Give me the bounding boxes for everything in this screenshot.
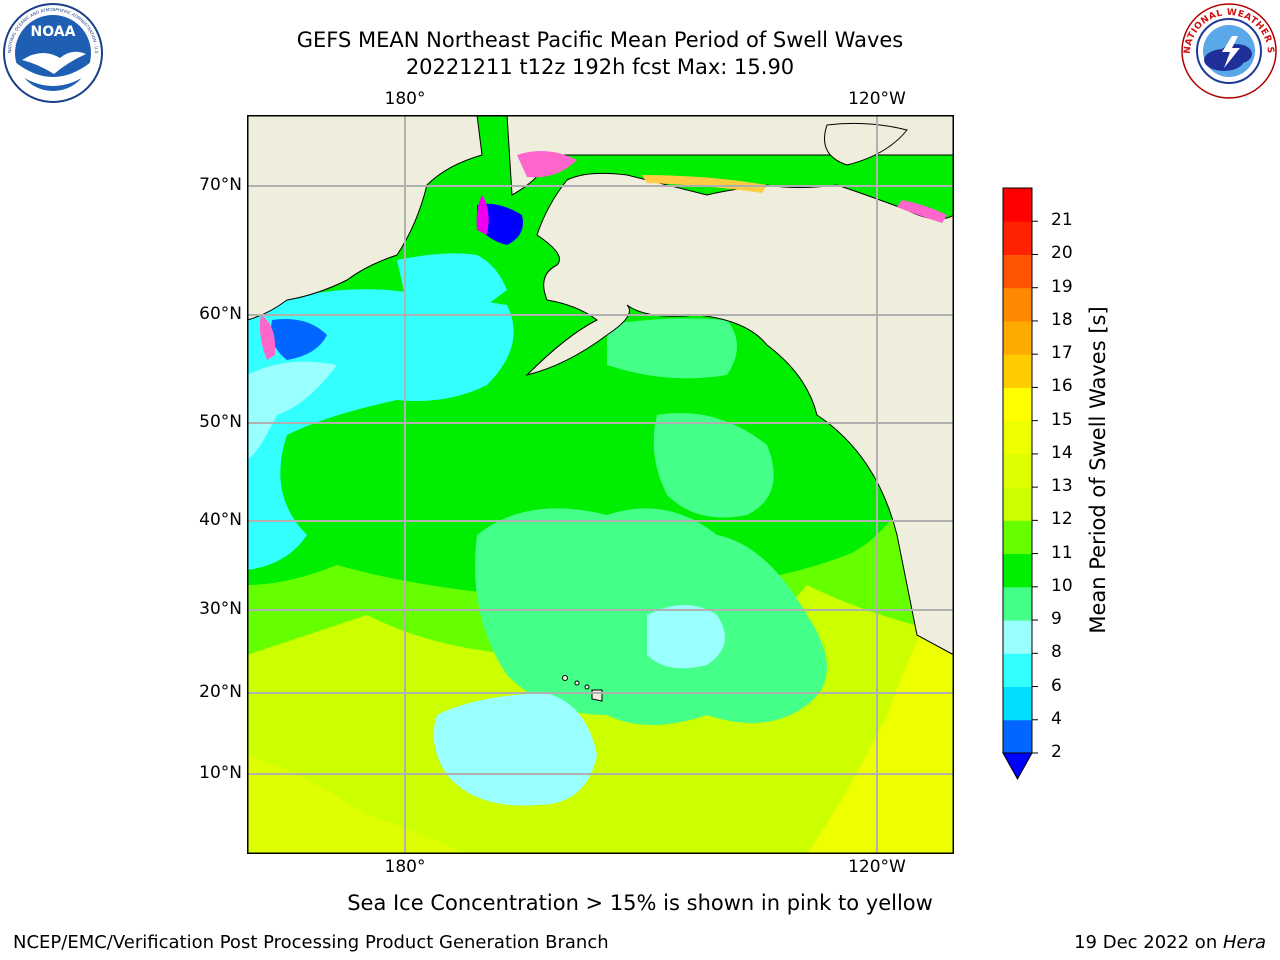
field-10s-north bbox=[653, 413, 774, 518]
colorbar-segment bbox=[1003, 487, 1032, 521]
colorbar-tick-label: 18 bbox=[1051, 309, 1073, 330]
field-9s-south bbox=[433, 693, 597, 806]
colorbar-segment bbox=[1003, 453, 1032, 488]
lon-label-bottom-120w: 120°W bbox=[848, 857, 906, 877]
lat-label-70n: 70°N bbox=[199, 175, 242, 195]
field-14s-east bbox=[807, 565, 954, 854]
colorbar-segment bbox=[1003, 520, 1032, 555]
colorbar-tick-label: 2 bbox=[1051, 742, 1062, 762]
sea-ice-bering-strait bbox=[476, 195, 489, 235]
lat-label-60n: 60°N bbox=[199, 304, 242, 324]
map-subtitle: 20221211 t12z 192h fcst Max: 15.90 bbox=[405, 55, 795, 79]
colorbar-tick-label: 20 bbox=[1051, 243, 1073, 264]
colorbar-tick-label: 8 bbox=[1051, 642, 1062, 663]
colorbar-segment bbox=[1003, 188, 1032, 222]
colorbar-tick-label: 11 bbox=[1051, 542, 1073, 563]
colorbar-tick-label: 14 bbox=[1051, 442, 1073, 463]
colorbar-tick-label: 19 bbox=[1051, 276, 1073, 297]
sea-ice-arctic-edge bbox=[897, 200, 947, 223]
colorbar-outline bbox=[1002, 187, 1033, 754]
sea-ice-beaufort bbox=[642, 175, 767, 193]
colorbar-segment bbox=[1003, 719, 1032, 754]
map-title: GEFS MEAN Northeast Pacific Mean Period … bbox=[296, 28, 904, 52]
noaa-logo: NOAA NATIONAL OCEANIC AND ATMOSPHERIC AD… bbox=[2, 2, 103, 103]
land-north-america bbox=[506, 115, 954, 656]
land-siberia bbox=[247, 115, 483, 321]
colorbar-tick-labels: 2 4 6 8 9 10 11 12 13 14 15 16 17 18 19 20 21 bbox=[1051, 180, 1111, 790]
colorbar-segment bbox=[1003, 320, 1032, 355]
colorbar-segment bbox=[1003, 387, 1032, 422]
colorbar-tick-label: 6 bbox=[1051, 675, 1062, 696]
generation-date: 19 Dec 2022 on Hera bbox=[1074, 932, 1266, 953]
colorbar-tick-label: 9 bbox=[1051, 609, 1062, 630]
colorbar-tick-label: 17 bbox=[1051, 343, 1073, 364]
colorbar-tick-label: 10 bbox=[1051, 575, 1073, 596]
lat-label-10n: 10°N bbox=[199, 763, 242, 783]
colorbar-segment bbox=[1003, 420, 1032, 455]
land-arctic-island bbox=[824, 122, 908, 166]
sea-ice-kamchatka bbox=[259, 315, 276, 360]
field-3s-bering bbox=[271, 319, 327, 360]
field-7s-northwest bbox=[247, 289, 514, 570]
field-2s-chukchi bbox=[477, 203, 523, 245]
generation-machine: Hera bbox=[1222, 932, 1266, 953]
lon-label-bottom-180: 180° bbox=[384, 857, 426, 877]
colorbar-under-arrow bbox=[1002, 752, 1033, 781]
colorbar-segment bbox=[1003, 254, 1032, 289]
lat-label-40n: 40°N bbox=[199, 510, 242, 530]
colorbar-tick-label: 15 bbox=[1051, 409, 1073, 430]
colorbar-segment bbox=[1003, 686, 1032, 721]
colorbar-segment bbox=[1003, 653, 1032, 688]
field-9s-east bbox=[647, 605, 725, 669]
colorbar-segment bbox=[1003, 287, 1032, 322]
colorbar bbox=[1002, 187, 1038, 781]
lat-label-50n: 50°N bbox=[199, 412, 242, 432]
noaa-logo-text: NOAA bbox=[31, 24, 76, 40]
swell-period-map bbox=[247, 115, 954, 854]
map-frame bbox=[247, 115, 954, 854]
sea-ice-chukchi bbox=[517, 151, 577, 178]
nws-logo: NATIONAL WEATHER SERVICE bbox=[1180, 2, 1277, 99]
sea-ice-note: Sea Ice Concentration > 15% is shown in … bbox=[347, 891, 933, 915]
colorbar-segment bbox=[1003, 620, 1032, 654]
field-8s-northwest bbox=[247, 361, 337, 460]
field-7s-bering bbox=[397, 253, 507, 310]
colorbar-tick-label: 16 bbox=[1051, 376, 1073, 397]
colorbar-segment bbox=[1003, 354, 1032, 388]
lon-label-top-120w: 120°W bbox=[848, 89, 906, 109]
colorbar-segment bbox=[1003, 586, 1032, 621]
colorbar-tick-label: 12 bbox=[1051, 509, 1073, 530]
colorbar-segment bbox=[1003, 553, 1032, 588]
colorbar-tick-label: 4 bbox=[1051, 708, 1062, 729]
colorbar-tick-label: 21 bbox=[1051, 210, 1073, 231]
credit-text: NCEP/EMC/Verification Post Processing Pr… bbox=[13, 932, 609, 953]
colorbar-label: Mean Period of Swell Waves [s] bbox=[1086, 306, 1110, 634]
lon-label-top-180: 180° bbox=[384, 89, 426, 109]
field-13s-southwest bbox=[247, 755, 467, 854]
colorbar-tick-label: 13 bbox=[1051, 476, 1073, 497]
generation-date-prefix: 19 Dec 2022 on bbox=[1074, 932, 1223, 953]
lat-label-20n: 20°N bbox=[199, 682, 242, 702]
graticule bbox=[247, 115, 954, 854]
field-10s-gulf bbox=[607, 318, 737, 379]
colorbar-segment bbox=[1003, 221, 1032, 255]
lat-label-30n: 30°N bbox=[199, 599, 242, 619]
